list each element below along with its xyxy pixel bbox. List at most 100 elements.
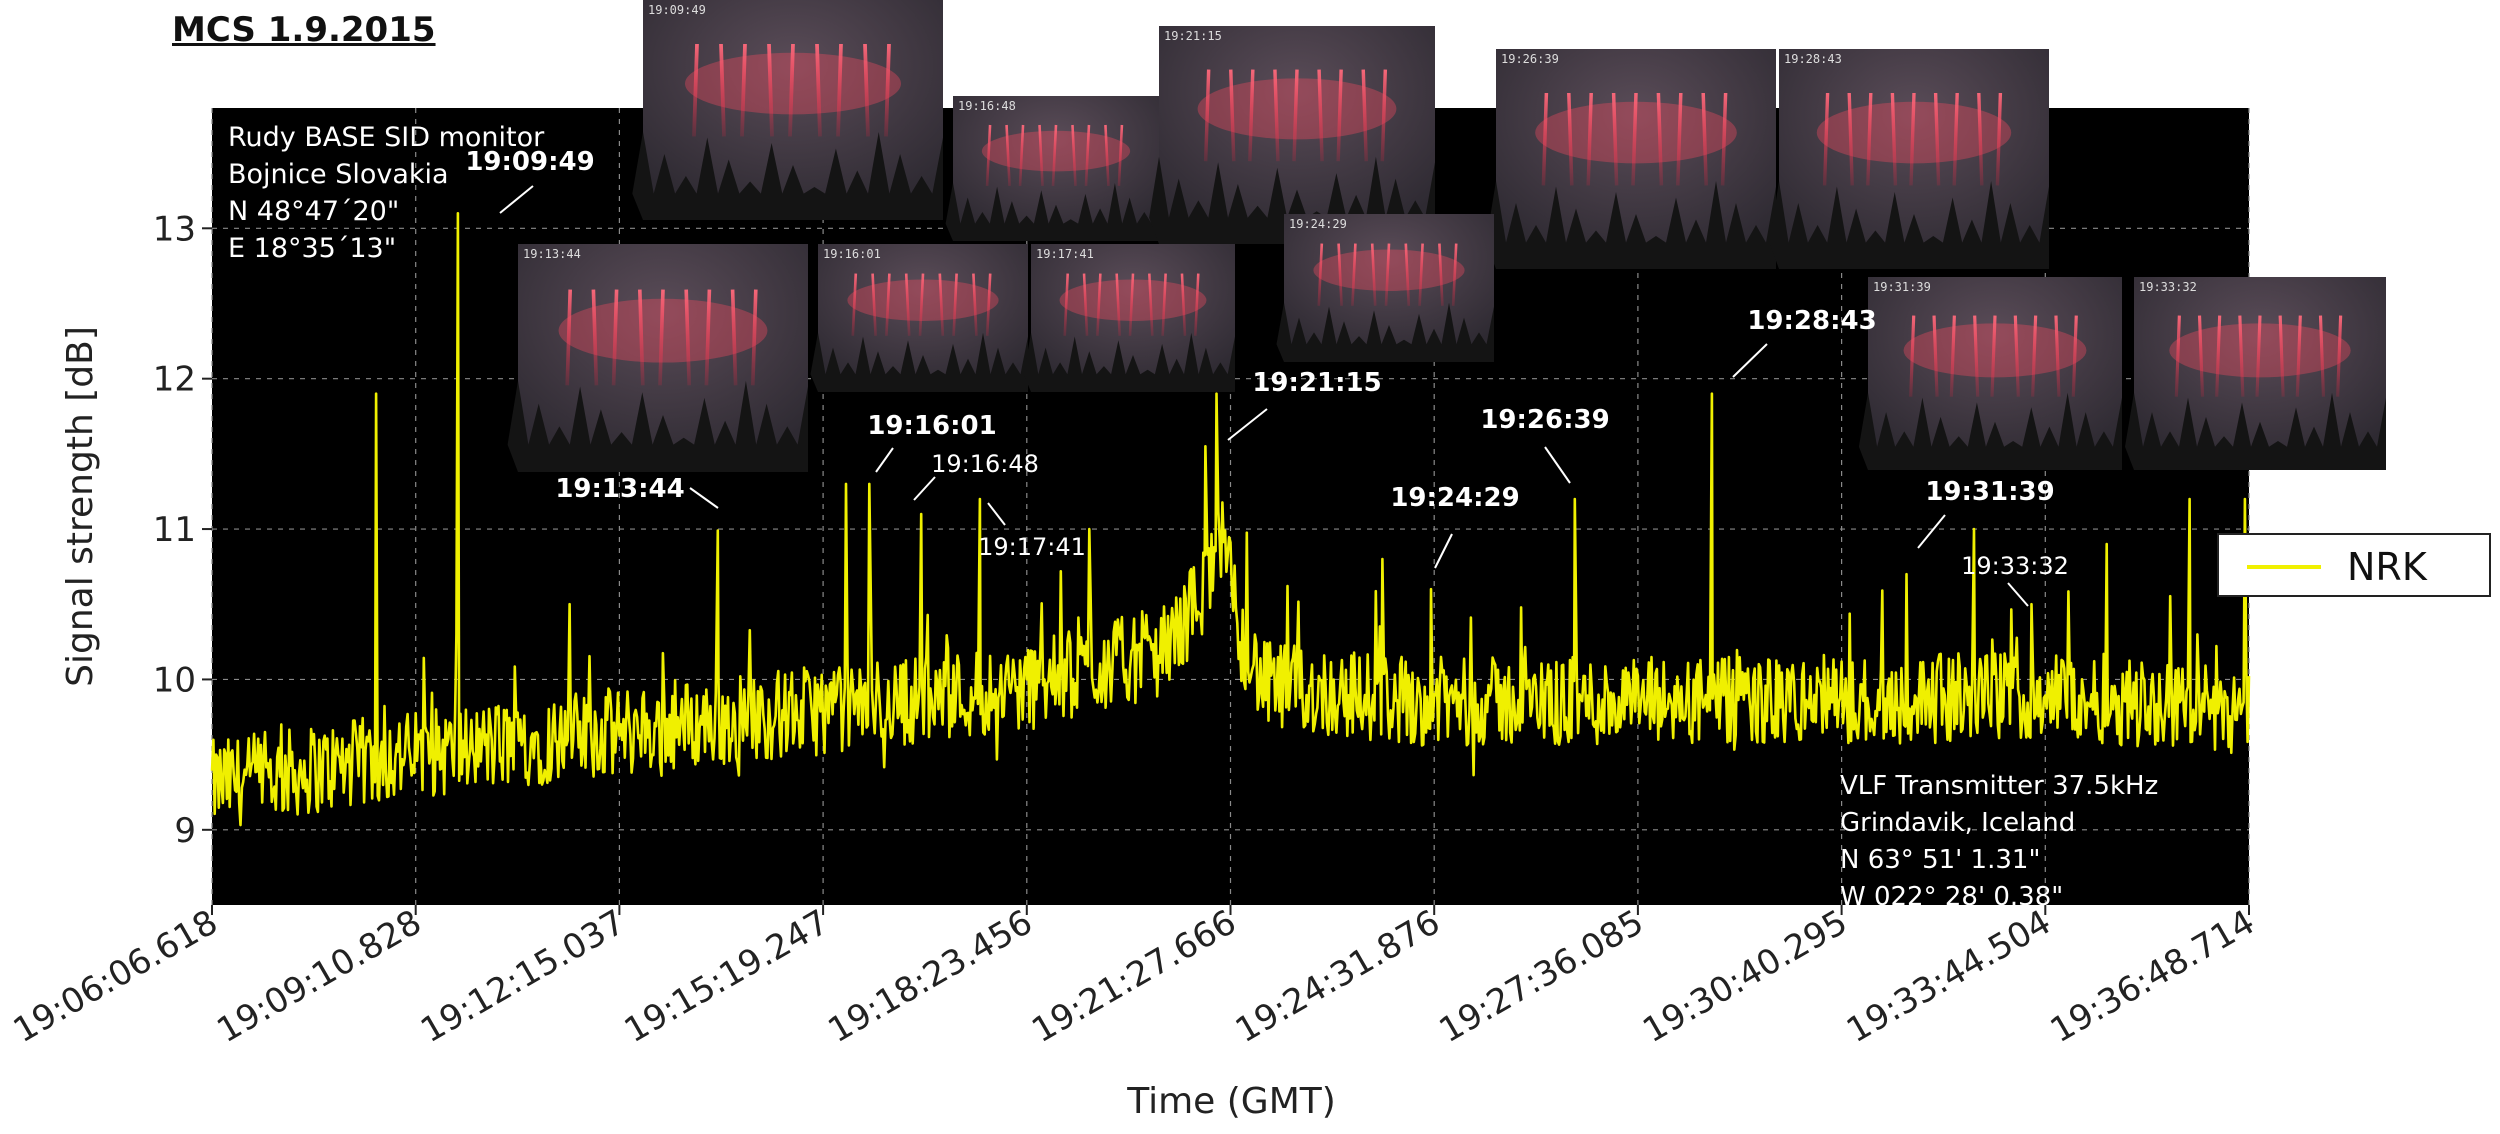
sprite-tendril [1351, 243, 1357, 306]
x-tick-label: 19:18:23.456 [821, 902, 1039, 1051]
sprite-tendril [704, 289, 712, 386]
sprite-tendril [885, 273, 891, 336]
sprite-tendril [815, 43, 822, 137]
sprite-tendril [1973, 315, 1980, 397]
sprite-tendril [788, 43, 795, 137]
sprite-photo: 19:16:48 [945, 96, 1159, 241]
event-leader [875, 447, 894, 473]
event-label: 19:09:49 [465, 147, 594, 177]
sprite-tendril [2174, 315, 2181, 397]
sprite-tendril [2238, 315, 2245, 397]
sprite-tendril [1273, 69, 1280, 162]
treeline [2125, 392, 2386, 470]
photo-timestamp: 19:17:41 [1036, 247, 1094, 261]
sprite-photo: 19:31:39 [1858, 277, 2122, 470]
photo-timestamp: 19:09:49 [648, 3, 706, 17]
sprite-tendril [1370, 243, 1377, 306]
sprite-tendril [1822, 92, 1830, 186]
y-axis-title: Signal strength [dB] [60, 326, 101, 687]
station-info-line: Bojnice Slovakia [228, 159, 449, 190]
y-tick-label: 11 [153, 510, 196, 550]
transmitter-info-line: Grindavik, Iceland [1840, 808, 2075, 838]
y-tick-label: 10 [153, 660, 196, 700]
event-label: 19:17:41 [978, 533, 1086, 561]
sprite-tendril [1128, 273, 1135, 336]
transmitter-info-line: W 022° 28' 0.38" [1840, 882, 2063, 912]
sprite-tendril [884, 43, 891, 137]
legend-swatch-nrk [2247, 565, 2321, 569]
sprite-tendril [1418, 243, 1424, 306]
photo-timestamp: 19:16:48 [958, 99, 1016, 113]
sprite-tendril [1071, 124, 1077, 186]
sprite-tendril [1082, 273, 1089, 336]
sprite-photo: 19:09:49 [632, 0, 943, 220]
sprite-tendril [1380, 69, 1388, 162]
sprite-tendril [918, 273, 925, 336]
station-info-line: N 48°47´20" [228, 196, 399, 227]
event-leader [1917, 514, 1946, 549]
event-label: 19:21:15 [1252, 368, 1381, 398]
event-label: 19:16:48 [931, 450, 1039, 478]
treeline [1023, 332, 1235, 392]
sprite-tendril [1701, 92, 1708, 186]
sprite-tendril [1451, 243, 1458, 306]
sprite-tendril [2278, 315, 2285, 397]
photo-timestamp: 19:31:39 [1873, 280, 1931, 294]
photo-timestamp: 19:24:29 [1289, 217, 1347, 231]
event-leader [987, 502, 1006, 526]
sprite-tendril [1567, 92, 1574, 186]
sprite-photo: 19:13:44 [507, 244, 808, 472]
sprite-tendril [1038, 124, 1044, 186]
sprite-tendril [2215, 315, 2222, 397]
treeline [507, 380, 808, 472]
sprite-tendril [1909, 315, 1916, 397]
station-info-line: Rudy BASE SID monitor [228, 122, 545, 153]
x-tick-label: 19:15:19.247 [618, 902, 836, 1051]
x-tick-label: 19:09:10.828 [210, 902, 428, 1051]
photo-timestamp: 19:21:15 [1164, 29, 1222, 43]
sprite-tendril [972, 273, 978, 336]
event-annotations: 19:09:49 19:13:44 19:16:01 19:16:48 19:17:41… [465, 147, 2069, 607]
sprite-tendril [1932, 315, 1939, 397]
sprite-tendril [1586, 92, 1593, 186]
sprite-tendril [1317, 243, 1324, 306]
treeline [1769, 181, 2049, 269]
sprite-tendril [985, 124, 992, 186]
treeline [1486, 181, 1776, 269]
sprite-tendril [836, 43, 843, 137]
sprite-tendril [2318, 315, 2326, 397]
treeline [1276, 302, 1494, 362]
event-label: 19:28:43 [1747, 306, 1876, 336]
x-tick-label: 19:24:31.876 [1229, 902, 1447, 1051]
x-tick-label: 19:36:48.714 [2044, 902, 2262, 1051]
photo-insets: 19:09:49 19:16:48 19:21:15 19:26:39 19:28:43… [507, 0, 2386, 472]
sprite-tendril [658, 289, 665, 386]
sprite-tendril [2255, 315, 2262, 397]
treeline [810, 332, 1028, 392]
sprite-tendril [1541, 92, 1549, 186]
sprite-photo: 19:28:43 [1769, 49, 2049, 269]
sprite-tendril [985, 273, 992, 336]
sprite-photo: 19:17:41 [1023, 244, 1235, 392]
sprite-tendril [692, 43, 699, 137]
sprite-tendril [1203, 69, 1211, 162]
event-leader [1434, 533, 1453, 569]
sprite-tendril [1866, 92, 1873, 186]
x-tick-label: 19:33:44.504 [1840, 902, 2058, 1051]
sprite-tendril [2013, 315, 2020, 397]
sprite-tendril [1096, 273, 1102, 336]
signal-series [210, 212, 2251, 827]
sprite-tendril [1611, 92, 1619, 186]
info-text: Rudy BASE SID monitor Bojnice Slovakia N 4… [228, 122, 2158, 912]
page-title: MCS 1.9.2015 [172, 10, 436, 50]
sprite-tendril [1317, 69, 1324, 162]
sprite-tendril [2054, 315, 2061, 397]
sprite-tendril [1847, 92, 1854, 186]
sprite-tendril [1977, 92, 1984, 186]
y-tick-label: 12 [153, 360, 196, 400]
photo-timestamp: 19:26:39 [1501, 52, 1559, 66]
x-tick-label: 19:27:36.085 [1433, 902, 1651, 1051]
sprite-tendril [1890, 92, 1898, 186]
sprite-tendril [1656, 92, 1664, 186]
